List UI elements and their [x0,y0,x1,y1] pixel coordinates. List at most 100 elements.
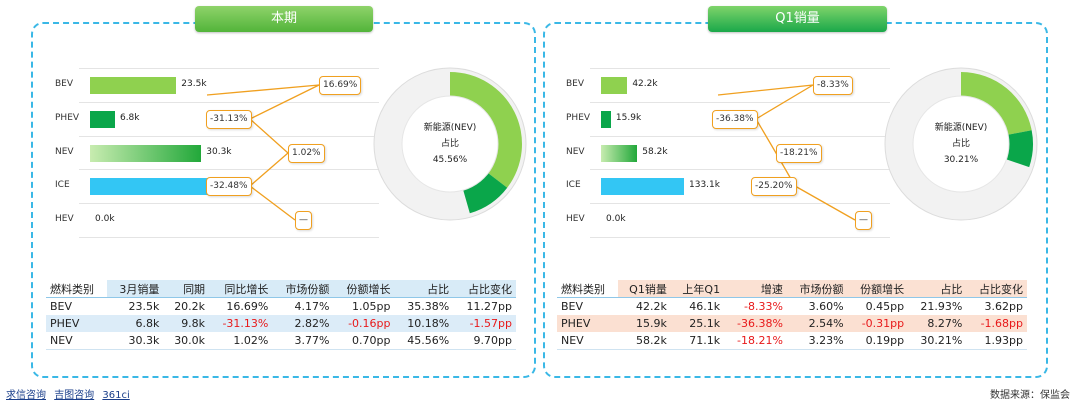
category-label-nev: NEV [55,147,74,157]
table-row: BEV 42.2k 46.1k -8.33% 3.60% 0.45pp 21.93% 3.62… [557,298,1027,316]
growth-callout-bev: -8.33% [813,76,853,95]
category-label-hev: HEV [55,214,74,224]
table-cell: -1.68pp [980,317,1023,330]
bar-value-ice: 133.1k [689,180,720,190]
table-cell: -18.21% [724,332,787,350]
grid-line [590,102,890,103]
bar-value-hev: 0.0k [606,214,626,224]
table-row: PHEV 6.8k 9.8k -31.13% 2.82% -0.16pp 10.18% -1.… [46,315,516,332]
growth-callout-hev: — [295,211,312,230]
table-row: PHEV 15.9k 25.1k -36.38% 2.54% -0.31pp 8.27% -1… [557,315,1027,332]
grid-line [590,169,890,170]
table-header-cell: 市场份额 [272,280,334,298]
bar-value-bev: 23.5k [181,79,207,89]
growth-callout-nev: 1.02% [288,144,325,163]
table-cell: -0.16pp [348,317,391,330]
left-panel-title: 本期 [195,6,373,32]
grid-line [590,203,890,204]
donut-label-sub: 占比 [440,139,459,149]
table-header-cell: 燃料类别 [557,280,618,298]
table-row: NEV 30.3k 30.0k 1.02% 3.77% 0.70pp 45.56% 9.70p… [46,332,516,350]
table-cell: 2.82% [294,317,330,330]
category-label-hev: HEV [566,214,585,224]
bar-nev [90,145,202,162]
donut-label-title: 新能源(NEV) [423,123,477,133]
category-label-ice: ICE [55,180,70,190]
donut-label-title: 新能源(NEV) [934,123,988,133]
grid-line [79,169,379,170]
footer-link-jitu[interactable]: 吉图咨询 [54,390,95,401]
table-header-cell: 占比 [394,280,454,298]
table-cell: 3.62pp [984,300,1023,313]
growth-callout-hev: — [855,211,872,230]
table-cell: 3.23% [786,332,848,350]
table-cell: 2.54% [808,317,844,330]
table-cell: BEV [561,300,584,313]
footer-links: 求信咨询 吉图咨询 361ci [6,386,135,401]
table-cell: -1.57pp [469,317,512,330]
category-label-phev: PHEV [566,113,591,123]
table-cell: PHEV [561,317,591,330]
table-cell: 1.02% [209,332,273,350]
bar-value-nev: 30.3k [206,147,232,157]
table-header-cell: 上年Q1 [670,280,725,298]
grid-line [590,136,890,137]
bar-value-phev: 6.8k [119,113,140,123]
growth-callout-nev: -18.21% [776,144,822,163]
left-stats-table: 燃料类别 3月销量 同期 同比增长 市场份额 份额增长 占比 占比变化 BEV 23.5k 20.2… [46,280,516,350]
table-cell: PHEV [50,317,80,330]
table-header-cell: 增速 [724,280,787,298]
table-cell: 42.2k [635,300,667,313]
table-cell: 0.19pp [847,332,909,350]
table-header-cell: 份额增长 [333,280,395,298]
grid-line [79,102,379,103]
donut-label-value: 45.56% [432,155,468,165]
table-cell: -31.13% [222,317,269,330]
table-cell: 10.18% [407,317,450,330]
table-header-cell: 同比增长 [209,280,273,298]
bar-bev [90,77,177,94]
table-header-cell: Q1销量 [617,280,671,298]
table-cell: 4.17% [294,300,330,313]
table-header-cell: 3月销量 [107,280,164,298]
table-cell: 6.8k [135,317,160,330]
table-cell: 35.38% [407,300,450,313]
table-cell: 8.27% [927,317,963,330]
right-panel: Q1销量 [543,6,1048,378]
table-header-cell: 占比 [908,280,967,298]
table-cell: 25.1k [689,317,721,330]
footer-link-361ci[interactable]: 361ci [102,390,130,401]
table-cell: 9.8k [181,317,206,330]
growth-callout-phev: -31.13% [206,110,252,129]
table-cell: 1.93pp [966,332,1027,350]
donut-label-sub: 占比 [951,139,970,149]
growth-callout-bev: 16.69% [319,76,362,95]
grid-line [590,68,890,69]
bar-phev [601,111,611,128]
table-cell: NEV [557,332,618,350]
footer-link-qiuxin[interactable]: 求信咨询 [6,390,46,401]
table-cell: 23.5k [128,300,160,313]
grid-line [79,136,379,137]
table-cell: 3.60% [808,300,844,313]
table-header-cell: 同期 [163,280,210,298]
table-cell: 21.93% [920,300,963,313]
category-label-bev: BEV [566,79,585,89]
table-cell: 45.56% [394,332,454,350]
bar-nev [601,145,638,162]
bar-value-nev: 58.2k [642,147,668,157]
category-label-phev: PHEV [55,113,80,123]
growth-callout-ice: -25.20% [751,177,797,196]
category-label-bev: BEV [55,79,74,89]
table-header-cell: 市场份额 [786,280,848,298]
grid-line [79,203,379,204]
donut-center-label: 新能源(NEV) 占比 45.56% [405,120,495,168]
table-row: NEV 58.2k 71.1k -18.21% 3.23% 0.19pp 30.21% 1.9… [557,332,1027,350]
right-stats-table: 燃料类别 Q1销量 上年Q1 增速 市场份额 份额增长 占比 占比变化 BEV 42.2k 46.1… [557,280,1027,350]
table-header-cell: 占比变化 [453,280,516,298]
bar-value-phev: 15.9k [615,113,642,123]
table-cell: 58.2k [617,332,671,350]
table-header-cell: 份额增长 [847,280,909,298]
bar-ice [90,178,220,195]
bar-value-hev: 0.0k [95,214,115,224]
